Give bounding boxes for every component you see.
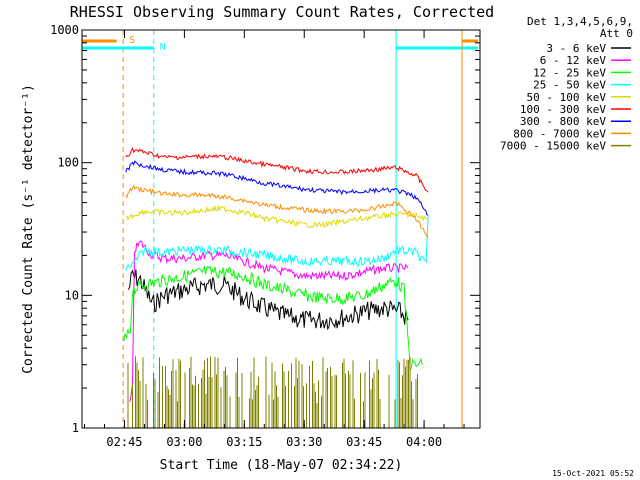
series-line-3 bbox=[125, 215, 429, 271]
legend-label-3: 25 - 50 keV bbox=[533, 79, 606, 92]
x-tick-label-5: 04:00 bbox=[406, 435, 442, 449]
legend-header-line2: Att 0 bbox=[600, 27, 633, 40]
y-tick-label-2: 100 bbox=[57, 156, 79, 170]
legend-header-line1: Det 1,3,4,5,6,9, bbox=[527, 15, 633, 28]
legend-label-0: 3 - 6 keV bbox=[546, 42, 606, 55]
legend-label-2: 12 - 25 keV bbox=[533, 66, 606, 79]
annotation-label-0: S bbox=[129, 35, 135, 46]
plot-area: SN bbox=[82, 30, 479, 428]
series-line-6 bbox=[125, 160, 429, 216]
annotation-label-1: N bbox=[160, 42, 166, 53]
legend-label-8: 7000 - 15000 keV bbox=[500, 140, 606, 153]
x-tick-label-2: 03:15 bbox=[226, 435, 262, 449]
legend-label-1: 6 - 12 keV bbox=[540, 54, 607, 67]
y-tick-label-1: 10 bbox=[65, 288, 79, 302]
series-line-4 bbox=[125, 204, 429, 229]
x-axis: 02:45 03:00 03:15 03:30 03:45 04:00 bbox=[84, 30, 465, 449]
legend-label-6: 300 - 800 keV bbox=[520, 115, 606, 128]
y-axis-label: Corrected Count Rate (s⁻¹ detector⁻¹) bbox=[21, 84, 36, 374]
x-tick-label-0: 02:45 bbox=[106, 435, 142, 449]
chart-title: RHESSI Observing Summary Count Rates, Co… bbox=[70, 3, 494, 21]
series-line-7 bbox=[125, 184, 429, 239]
series-line-2 bbox=[123, 265, 423, 371]
plot-frame bbox=[81, 29, 481, 429]
x-tick-label-1: 03:00 bbox=[166, 435, 202, 449]
series-line-5 bbox=[125, 146, 429, 193]
x-axis-label: Start Time (18-May-07 02:34:22) bbox=[160, 458, 403, 473]
legend-label-7: 800 - 7000 keV bbox=[513, 127, 606, 140]
y-tick-label-3: 1000 bbox=[50, 23, 79, 37]
legend-label-4: 50 - 100 keV bbox=[527, 91, 607, 104]
series-line-0 bbox=[128, 269, 409, 331]
series-line-8 bbox=[127, 356, 418, 428]
legend-label-5: 100 - 300 keV bbox=[520, 103, 606, 116]
y-axis: 1 10 100 1000 bbox=[50, 23, 480, 435]
generated-timestamp: 15-Oct-2021 05:52 bbox=[552, 469, 634, 478]
x-tick-label-4: 03:45 bbox=[346, 435, 382, 449]
series-line-1 bbox=[129, 240, 409, 403]
x-tick-label-3: 03:30 bbox=[286, 435, 322, 449]
y-tick-label-0: 1 bbox=[72, 421, 79, 435]
